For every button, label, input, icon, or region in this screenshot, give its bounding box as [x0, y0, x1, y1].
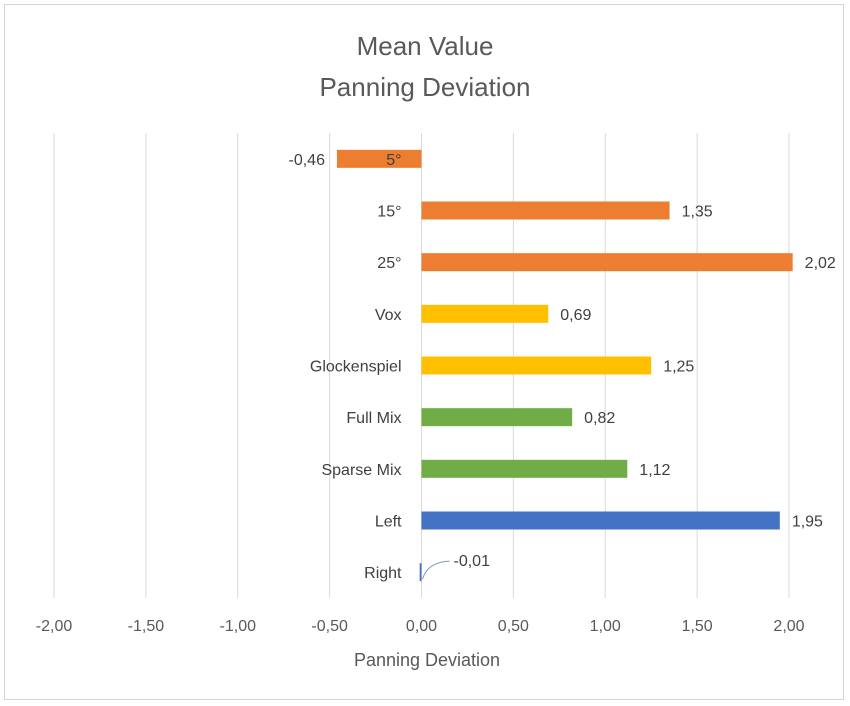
- x-tick-labels: -2,00 -1,50 -1,00 -0,50 0,00 0,50 1,00 1,50 2,00: [36, 618, 805, 635]
- leader-line: [422, 560, 450, 580]
- category-label: Sparse Mix: [321, 462, 401, 479]
- chart-title-line-1: Mean Value: [357, 31, 494, 61]
- bar: [421, 408, 573, 427]
- x-tick-label: 0,50: [498, 618, 529, 635]
- x-tick-label: 1,00: [590, 618, 621, 635]
- bar: [421, 511, 780, 530]
- category-label: Glockenspiel: [310, 359, 402, 376]
- x-tick-label: 0,00: [406, 618, 437, 635]
- x-tick-label: 1,50: [682, 618, 713, 635]
- data-label: 1,35: [682, 204, 713, 221]
- data-label: 1,25: [663, 359, 694, 376]
- bar: [419, 563, 422, 582]
- data-label: 0,69: [560, 307, 591, 324]
- x-tick-label: 2,00: [773, 618, 804, 635]
- category-labels: 5° 15° 25° Vox Glockenspiel Full Mix Sparse Mi…: [310, 152, 402, 582]
- category-label: 15°: [377, 204, 401, 221]
- value-labels: -0,46 1,35 2,02 0,69 1,25 0,82 1,12 1,95 -0,01: [289, 152, 836, 580]
- category-label: 5°: [386, 152, 401, 169]
- category-label: 25°: [377, 255, 401, 272]
- bar: [421, 201, 670, 220]
- x-tick-label: -1,50: [128, 618, 165, 635]
- category-label: Vox: [375, 307, 402, 324]
- category-label: Right: [364, 565, 402, 582]
- data-label: 0,82: [584, 410, 615, 427]
- x-tick-label: -1,00: [220, 618, 257, 635]
- category-label: Full Mix: [346, 410, 401, 427]
- x-axis-title: Panning Deviation: [354, 650, 500, 670]
- chart-frame: [4, 4, 844, 700]
- x-tick-label: -0,50: [311, 618, 348, 635]
- category-label: Left: [375, 514, 402, 531]
- bar: [421, 459, 628, 478]
- bar: [336, 149, 422, 168]
- bar: [421, 304, 549, 323]
- data-label: 2,02: [805, 255, 836, 272]
- data-label: -0,46: [289, 152, 326, 169]
- data-label: 1,95: [792, 514, 823, 531]
- bars: [336, 149, 793, 582]
- x-tick-label: -2,00: [36, 618, 73, 635]
- bar: [421, 356, 652, 375]
- data-label: -0,01: [454, 553, 491, 570]
- data-label: 1,12: [639, 462, 670, 479]
- bar: [421, 253, 793, 272]
- chart-title-line-2: Panning Deviation: [319, 72, 530, 102]
